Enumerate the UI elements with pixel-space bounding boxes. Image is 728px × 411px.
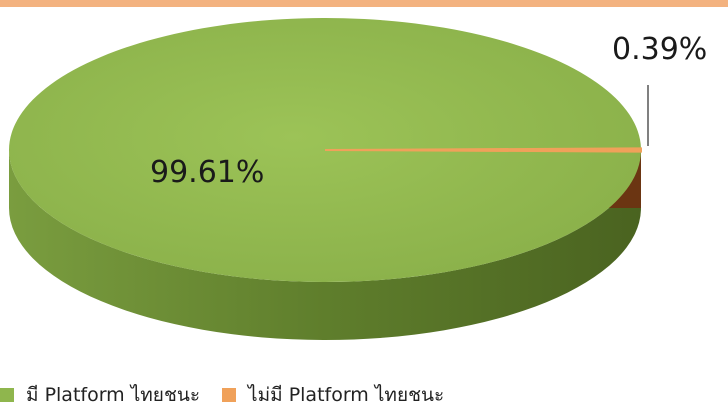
slice-0 (8, 18, 641, 283)
legend-swatch-1 (222, 388, 237, 402)
slice-1 (324, 147, 642, 153)
slice-side-0 (9, 150, 641, 340)
legend-item-0: มี Platform ไทยชนะ (0, 380, 200, 410)
legend-label-0: มี Platform ไทยชนะ (26, 384, 201, 406)
data-label-slice-1: 0.39% (612, 32, 708, 67)
legend-label-1: ไม่มี Platform ไทยชนะ (248, 384, 445, 406)
data-label-slice-0: 99.61% (150, 155, 265, 190)
top-accent-strip (0, 0, 728, 7)
legend-item-1: ไม่มี Platform ไทยชนะ (222, 380, 444, 410)
legend: มี Platform ไทยชนะ ไม่มี Platform ไทยชนะ (0, 380, 466, 410)
legend-swatch-0 (0, 388, 14, 402)
